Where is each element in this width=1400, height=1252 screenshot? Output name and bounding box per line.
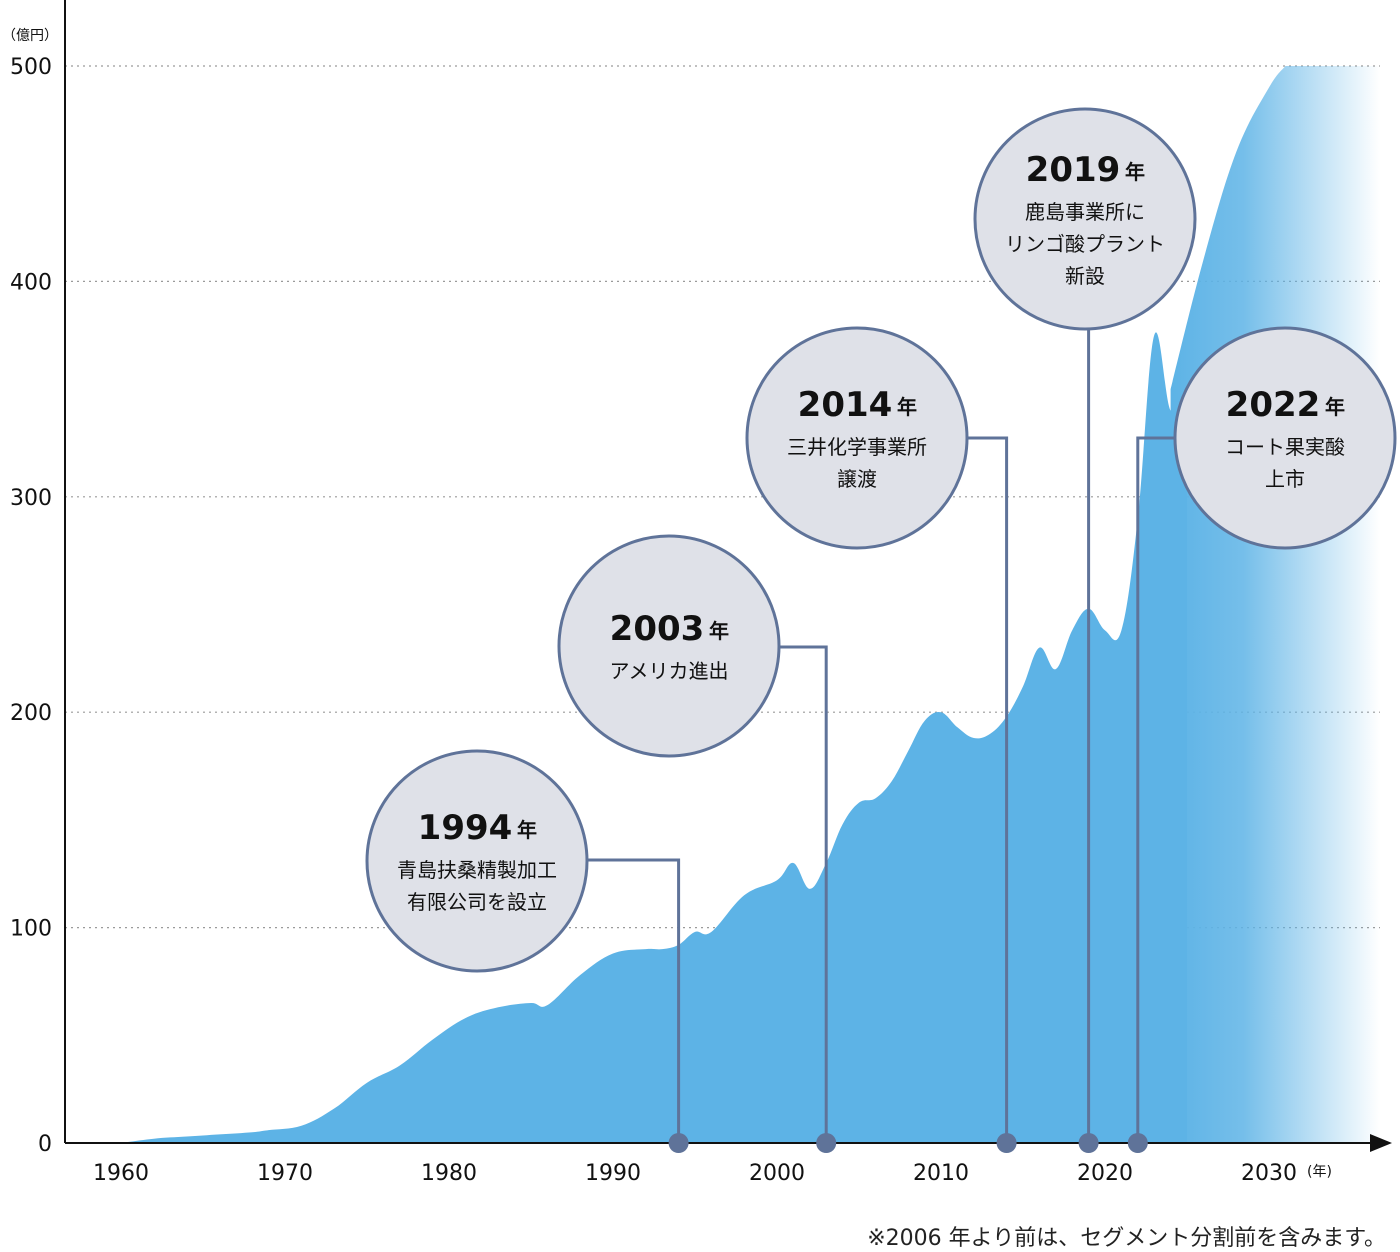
connector-dot (1078, 1133, 1099, 1153)
x-tick-label: 2020 (1077, 1161, 1133, 1186)
annotation-bubble (365, 749, 589, 973)
axes: 1960 1970 1980 1990 2000 2010 2020 2030 (64, 0, 1392, 1186)
annotation-text-line: 新設 (1065, 264, 1105, 288)
annotation-text-line: 青島扶桑精製加工 (397, 858, 557, 882)
annotation-text-line: コート果実酸 (1225, 435, 1345, 459)
area-projection (1170, 66, 1380, 1143)
area-sales (121, 332, 1187, 1143)
annotation-text-line: 三井化学事業所 (787, 435, 927, 459)
annotation-text-line: 鹿島事業所に (1025, 200, 1145, 224)
annotation-bubble (973, 107, 1197, 331)
annotation-year: 2014 (798, 385, 893, 425)
annotation-bubble (745, 326, 969, 550)
x-tick-label: 2000 (749, 1161, 805, 1186)
y-tick-label: 400 (10, 270, 52, 295)
annotation-text-line: リンゴ酸プラント (1005, 232, 1165, 256)
x-axis-arrow (1370, 1134, 1392, 1152)
y-tick-label: 0 (38, 1132, 52, 1157)
annotation-text-line: 譲渡 (837, 467, 877, 491)
connector-line (779, 645, 828, 1143)
connector-dot (816, 1133, 837, 1153)
annotation-year-suffix: 年 (709, 619, 729, 643)
y-axis-unit-label: （億円） (2, 28, 58, 44)
annotation-bubble (1173, 326, 1397, 550)
annotation-year: 2003 (610, 609, 705, 649)
x-tick-label: 1980 (421, 1161, 477, 1186)
annotation-year-suffix: 年 (1125, 160, 1145, 184)
y-tick-label: 200 (10, 701, 52, 726)
y-tick-label: 300 (10, 486, 52, 511)
annotation-text-line: 上市 (1265, 467, 1305, 491)
gridlines: 0 100 200 300 400 500 (10, 55, 1380, 1157)
connector-dot (668, 1133, 689, 1153)
connector-line (1136, 436, 1175, 1143)
annotation-year: 1994 (418, 808, 513, 848)
y-tick-label: 100 (10, 917, 52, 942)
x-tick-label: 2030 (1241, 1161, 1297, 1186)
connector-line (587, 858, 681, 1143)
annotation-year: 2019 (1026, 150, 1121, 190)
annotation-year: 2022 (1226, 385, 1321, 425)
footnote: ※2006 年より前は、セグメント分割前を含みます。 (867, 1226, 1386, 1251)
annotation-text-line: アメリカ進出 (610, 659, 729, 683)
x-tick-label: 2010 (913, 1161, 969, 1186)
annotation-bubble (557, 534, 781, 758)
connector-line (967, 436, 1009, 1143)
connector-dot (1127, 1133, 1148, 1153)
connector-dot (996, 1133, 1017, 1153)
x-tick-label: 1970 (257, 1161, 313, 1186)
y-tick-label: 500 (10, 55, 52, 80)
annotation-year-suffix: 年 (1325, 395, 1345, 419)
annotation-text-line: 有限公司を設立 (407, 890, 547, 914)
annotation-year-suffix: 年 (897, 395, 917, 419)
x-axis-unit-label: (年) (1307, 1164, 1332, 1180)
x-tick-label: 1960 (93, 1161, 149, 1186)
annotation-year-suffix: 年 (517, 818, 537, 842)
x-tick-label: 1990 (585, 1161, 641, 1186)
